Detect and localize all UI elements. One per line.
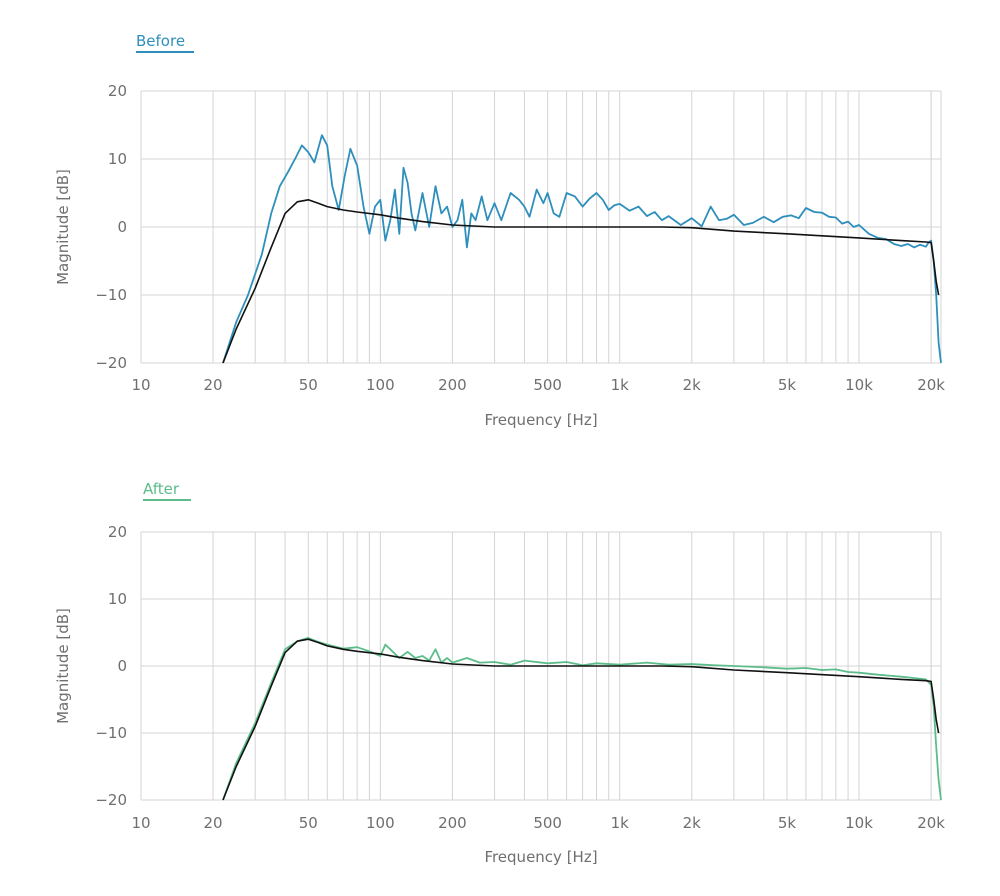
x-axis-label: Frequency [Hz]: [484, 411, 597, 429]
x-tick-label: 50: [299, 814, 318, 832]
legend-before: Before: [136, 32, 194, 53]
x-tick-label: 20: [204, 814, 223, 832]
x-tick-label: 1k: [611, 376, 630, 394]
legend-before-label: Before: [136, 32, 186, 50]
x-tick-label: 2k: [683, 814, 702, 832]
y-tick-label: 10: [108, 150, 127, 168]
x-tick-label: 20k: [917, 814, 945, 832]
x-tick-label: 200: [438, 814, 467, 832]
legend-after: After: [143, 480, 191, 501]
x-tick-label: 20: [204, 376, 223, 394]
legend-after-label: After: [143, 480, 180, 498]
y-tick-label: 0: [117, 657, 127, 675]
x-tick-label: 5k: [778, 376, 797, 394]
chart-panel-1: −20 −10 0 10 20 10 20 50 100 200 500 1k 2k 5k 10k 20k Fr…: [54, 523, 945, 866]
y-tick-label: −10: [95, 724, 127, 742]
x-tick-label: 10k: [845, 814, 873, 832]
y-tick-label: −10: [95, 286, 127, 304]
legend-before-swatch: [136, 51, 194, 53]
y-tick-label: −20: [95, 791, 127, 809]
y-tick-label: −20: [95, 354, 127, 372]
y-tick-label: 20: [108, 523, 127, 541]
series-line-measured: [222, 637, 942, 801]
x-tick-label: 500: [533, 376, 562, 394]
x-tick-label: 200: [438, 376, 467, 394]
x-axis-label: Frequency [Hz]: [484, 848, 597, 866]
legend-after-swatch: [143, 499, 191, 501]
x-tick-label: 1k: [611, 814, 630, 832]
x-tick-label: 500: [533, 814, 562, 832]
x-tick-label: 50: [299, 376, 318, 394]
x-tick-label: 2k: [683, 376, 702, 394]
x-tick-label: 100: [366, 376, 395, 394]
chart-panel-0: −20 −10 0 10 20 10 20 50 100 200 500 1k 2k 5k 10k 20k Fr…: [54, 82, 945, 429]
x-tick-label: 10: [131, 376, 150, 394]
x-tick-label: 20k: [917, 376, 945, 394]
y-axis-label: Magnitude [dB]: [54, 608, 72, 724]
x-tick-label: 10: [131, 814, 150, 832]
x-tick-label: 10k: [845, 376, 873, 394]
x-tick-label: 100: [366, 814, 395, 832]
y-tick-label: 10: [108, 590, 127, 608]
y-axis-label: Magnitude [dB]: [54, 169, 72, 285]
series-line-target: [222, 638, 940, 801]
series-line-measured: [222, 134, 942, 364]
y-tick-label: 20: [108, 82, 127, 100]
x-tick-label: 5k: [778, 814, 797, 832]
series-line-target: [222, 199, 940, 364]
y-tick-label: 0: [117, 218, 127, 236]
